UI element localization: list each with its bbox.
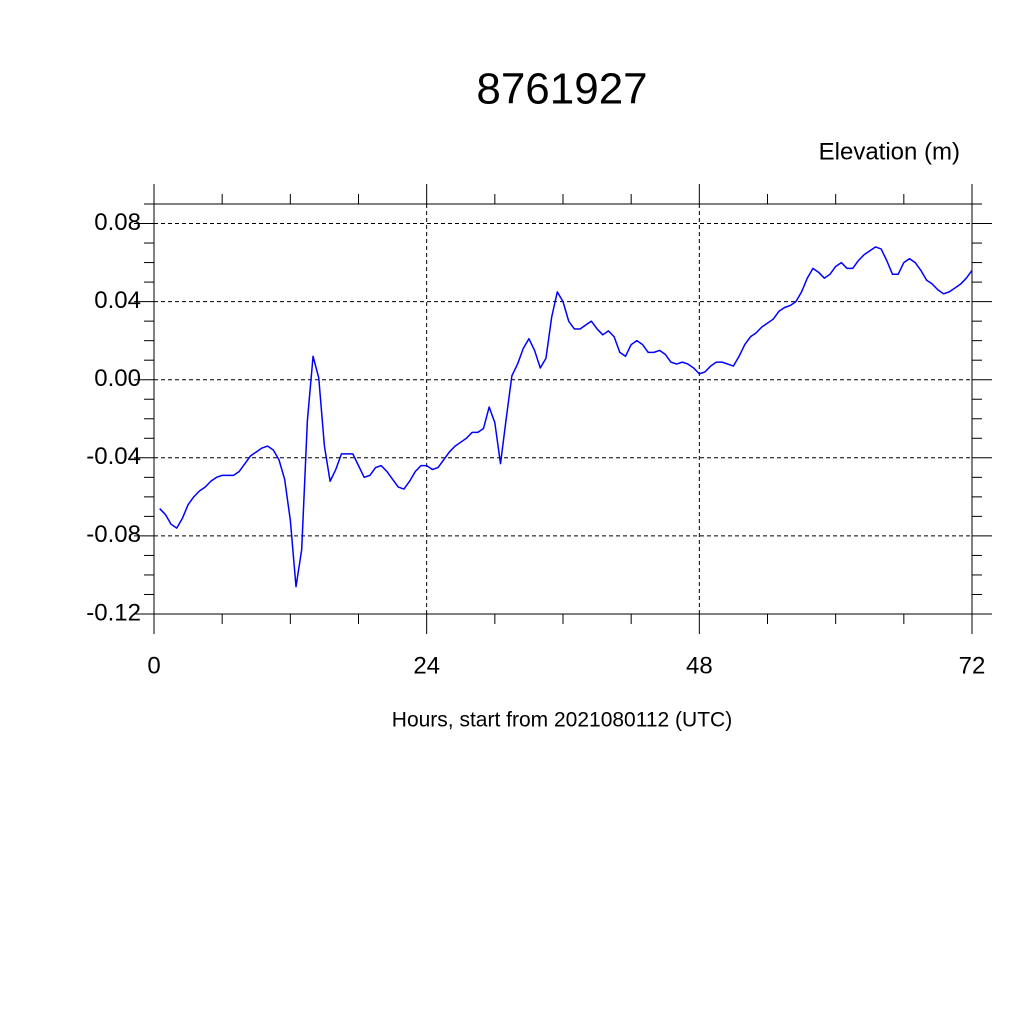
y-tick-label: -0.04 — [86, 443, 141, 470]
y-axis-label: Elevation (m) — [819, 138, 960, 165]
y-tick-label: 0.04 — [94, 287, 141, 314]
x-tick-label: 0 — [147, 652, 160, 679]
y-tick-label: -0.08 — [86, 521, 141, 548]
plot-frame — [153, 203, 973, 615]
x-axis-label: Hours, start from 2021080112 (UTC) — [392, 709, 732, 732]
x-tick-label: 24 — [413, 652, 440, 679]
y-tick-label: 0.08 — [94, 209, 141, 236]
x-tick-label: 48 — [686, 652, 713, 679]
y-tick-label: -0.12 — [86, 599, 141, 626]
x-tick-label: 72 — [959, 652, 986, 679]
chart-title: 8761927 — [476, 65, 647, 114]
data-line — [159, 246, 973, 588]
y-tick-label: 0.00 — [94, 365, 141, 392]
